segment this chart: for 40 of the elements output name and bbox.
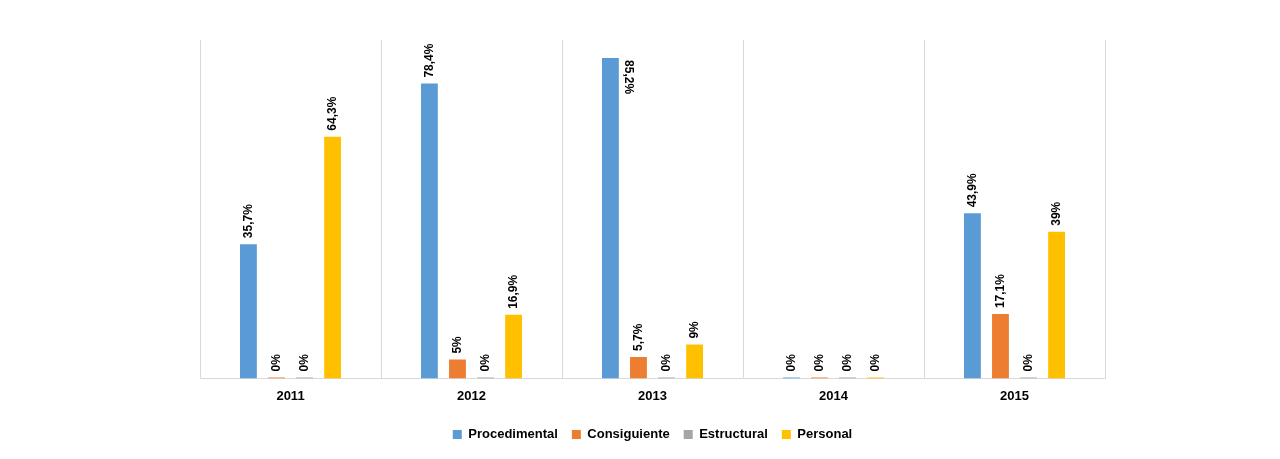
bar (964, 213, 981, 379)
data-label: 9% (686, 320, 701, 339)
x-tick-label: 2013 (638, 387, 667, 403)
data-label: 5% (449, 335, 464, 354)
data-label: 0% (783, 353, 798, 372)
data-label: 0% (867, 353, 882, 372)
data-label: 39% (1048, 201, 1063, 226)
data-label: 16,9% (505, 274, 520, 309)
data-label: 0% (658, 353, 673, 372)
data-label: 0% (839, 353, 854, 372)
data-label: 85,2% (621, 60, 636, 95)
data-label: 35,7% (240, 203, 255, 239)
bar (449, 359, 466, 379)
bar (992, 314, 1009, 379)
bar (505, 314, 522, 379)
data-label: 43,9% (964, 172, 979, 208)
bar (630, 356, 647, 379)
bar (240, 244, 257, 379)
bar (324, 136, 341, 379)
legend-label: Consiguiente (587, 426, 670, 442)
data-label: 0% (1020, 353, 1035, 372)
data-label: 17,1% (992, 273, 1007, 309)
x-tick-label: 2012 (457, 387, 486, 403)
bar (421, 83, 438, 379)
data-label: 0% (268, 353, 283, 372)
bar (602, 58, 619, 379)
data-label: 64,3% (324, 96, 339, 131)
x-tick-label: 2015 (1000, 387, 1029, 403)
x-tick-label: 2014 (819, 387, 849, 403)
legend-label: Estructural (699, 426, 768, 442)
legend-label: Procedimental (468, 426, 558, 442)
data-label: 0% (477, 353, 492, 372)
bar (1048, 231, 1065, 379)
data-label: 5,7% (630, 323, 645, 351)
data-label: 0% (296, 353, 311, 372)
data-label: 0% (811, 353, 826, 372)
bar (686, 344, 703, 379)
legend-label: Personal (797, 426, 853, 442)
data-label: 78,4% (421, 43, 436, 78)
x-tick-label: 2011 (276, 387, 305, 403)
